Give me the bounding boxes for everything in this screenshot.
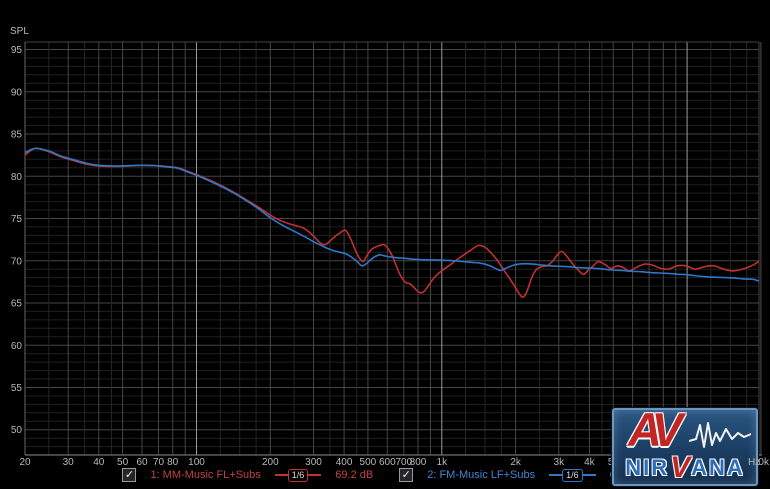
svg-text:100: 100 [188, 457, 205, 468]
svg-text:80: 80 [167, 457, 179, 468]
waveform-icon [689, 422, 751, 448]
svg-text:55: 55 [11, 383, 23, 394]
svg-text:2k: 2k [510, 457, 522, 468]
svg-text:40: 40 [93, 457, 105, 468]
svg-text:1k: 1k [437, 457, 449, 468]
svg-text:4k: 4k [584, 457, 596, 468]
svg-text:30: 30 [63, 457, 75, 468]
logo-ana: ANA [691, 455, 745, 480]
legend-item-1: ✓ 1: MM-Music FL+Subs 1/6 69.2 dB [122, 468, 373, 482]
trace-1-smoothing-badge: 1/6 [287, 468, 309, 482]
svg-text:600: 600 [379, 457, 396, 468]
svg-text:20k: 20k [753, 457, 770, 468]
svg-text:20: 20 [19, 457, 31, 468]
trace-1-label[interactable]: 1: MM-Music FL+Subs [150, 469, 261, 481]
svg-text:500: 500 [360, 457, 377, 468]
svg-text:80: 80 [11, 172, 23, 183]
svg-text:85: 85 [11, 130, 23, 141]
svg-text:70: 70 [153, 457, 165, 468]
trace-1-line-sample [274, 474, 288, 476]
logo-nirvana-text: NIR V ANA [614, 449, 756, 484]
y-axis-title: SPL [10, 26, 29, 37]
avnirvana-logo: AV NIR V ANA [612, 403, 758, 486]
legend-item-2: ✓ 2: FM-Music LF+Subs 1/6 67.4 dB [399, 468, 648, 482]
svg-text:60: 60 [136, 457, 148, 468]
svg-text:400: 400 [336, 457, 353, 468]
trace-2-line-sample [549, 474, 563, 476]
trace-2-smoothing-control[interactable]: 1/6 [549, 468, 596, 482]
trace-2-line-sample [582, 474, 596, 476]
trace-1-line-sample [308, 474, 322, 476]
trace-1-checkbox[interactable]: ✓ [122, 468, 137, 482]
svg-text:3k: 3k [554, 457, 566, 468]
svg-text:75: 75 [11, 214, 23, 225]
svg-text:700: 700 [395, 457, 412, 468]
trace-2-label[interactable]: 2: FM-Music LF+Subs [427, 469, 536, 481]
svg-text:50: 50 [117, 457, 129, 468]
logo-v: V [670, 451, 691, 484]
x-axis-title: Hz [748, 457, 761, 468]
chart-title: Mixed Mic vs Fixed Mic - Front Left with… [229, 5, 541, 22]
svg-text:50: 50 [11, 425, 23, 436]
svg-text:300: 300 [305, 457, 322, 468]
svg-text:200: 200 [262, 457, 279, 468]
svg-text:95: 95 [11, 45, 23, 56]
trace-2-checkbox[interactable]: ✓ [399, 468, 414, 482]
svg-text:90: 90 [11, 87, 23, 98]
svg-text:60: 60 [11, 341, 23, 352]
trace-2-smoothing-badge: 1/6 [562, 468, 583, 482]
svg-text:800: 800 [410, 457, 427, 468]
trace-1-smoothing-control[interactable]: 1/6 [274, 468, 322, 482]
svg-text:65: 65 [11, 299, 23, 310]
svg-text:70: 70 [11, 256, 23, 267]
logo-av-text: AV [628, 403, 683, 456]
trace-1-cursor-value: 69.2 dB [335, 469, 374, 481]
logo-nir: NIR [625, 455, 670, 480]
